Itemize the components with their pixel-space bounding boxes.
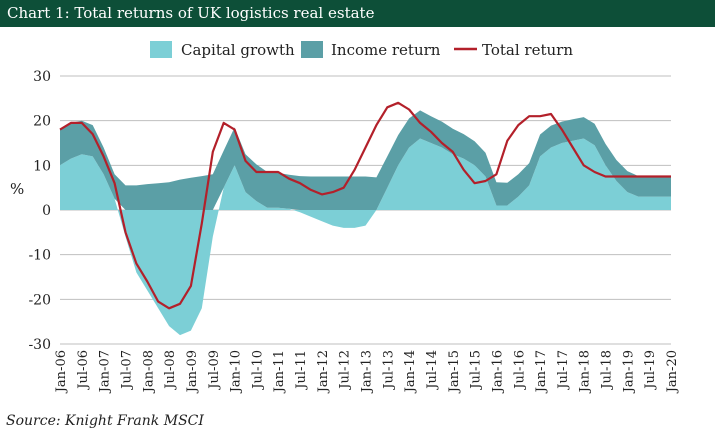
x-tick-label: Jan-06	[54, 350, 69, 394]
x-tick-label: Jul-19	[643, 350, 658, 391]
x-tick-label: Jan-07	[98, 350, 113, 394]
legend-label-total: Total return	[482, 41, 573, 59]
x-tick-label: Jan-10	[229, 350, 244, 394]
total-return-line	[59, 101, 671, 310]
x-tick-label: Jan-17	[534, 350, 549, 394]
source-note: Source: Knight Frank MSCI	[6, 413, 204, 429]
data-lines	[59, 101, 671, 310]
x-tick-label: Jan-19	[621, 350, 636, 394]
legend-label-income: Income return	[331, 41, 441, 59]
y-tick-label: 30	[33, 69, 51, 85]
y-axis: 30 20 10 0 -10 -20 -30	[28, 69, 51, 353]
x-tick-label: Jul-11	[294, 350, 309, 391]
legend-label-capital: Capital growth	[181, 41, 295, 59]
x-tick-label: Jul-07	[119, 350, 134, 391]
data-areas	[60, 110, 671, 336]
capital-growth-area	[60, 138, 671, 336]
x-tick-label: Jan-09	[185, 350, 200, 394]
x-tick-label: Jul-14	[425, 350, 440, 391]
chart-title: Chart 1: Total returns of UK logistics r…	[7, 4, 375, 22]
legend-swatch-income	[301, 41, 323, 58]
x-tick-label: Jul-12	[338, 350, 353, 391]
legend: Capital growth Income return Total retur…	[150, 41, 573, 59]
y-axis-label: %	[10, 180, 24, 198]
y-tick-label: 10	[33, 158, 51, 174]
x-tick-label: Jul-15	[469, 350, 484, 391]
x-tick-label: Jan-08	[141, 350, 156, 394]
x-tick-label: Jan-13	[360, 350, 375, 394]
x-tick-label: Jan-12	[316, 350, 331, 394]
x-tick-label: Jan-20	[665, 350, 680, 394]
x-tick-label: Jul-10	[250, 350, 265, 391]
x-tick-label: Jan-15	[447, 350, 462, 394]
x-tick-label: Jan-11	[272, 350, 287, 394]
y-tick-label: -10	[28, 248, 51, 264]
x-tick-label: Jul-08	[163, 350, 178, 391]
legend-swatch-capital	[150, 41, 172, 58]
y-tick-label: -30	[28, 337, 51, 353]
x-tick-label: Jul-17	[556, 350, 571, 391]
title-bar: Chart 1: Total returns of UK logistics r…	[0, 0, 715, 27]
x-tick-label: Jan-16	[490, 350, 505, 394]
y-tick-label: 0	[42, 203, 51, 219]
x-tick-label: Jul-13	[381, 350, 396, 391]
x-tick-label: Jul-09	[207, 350, 222, 391]
x-tick-label: Jul-06	[76, 350, 91, 391]
chart: Capital growth Income return Total retur…	[10, 41, 680, 394]
x-tick-label: Jul-18	[600, 350, 615, 391]
y-tick-label: -20	[28, 292, 51, 308]
x-tick-label: Jul-16	[512, 350, 527, 391]
income-return-area	[60, 110, 671, 210]
y-tick-label: 20	[33, 114, 51, 130]
x-tick-label: Jan-18	[578, 350, 593, 394]
x-axis: Jan-06 Jul-06 Jan-07 Jul-07 Jan-08 Jul-08 Jan-…	[54, 350, 680, 394]
x-tick-label: Jan-14	[403, 350, 418, 394]
